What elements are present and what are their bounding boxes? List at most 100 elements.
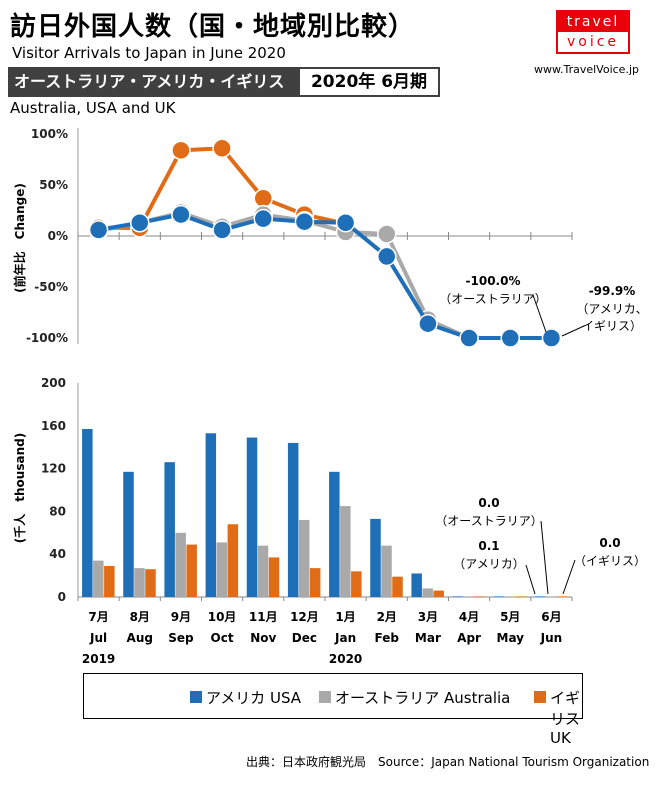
bar-x-tick-label-jp: 6月 (541, 610, 561, 624)
line-point-uk (171, 140, 191, 161)
region-label: Australia, USA and UK (10, 99, 176, 117)
line-point-usa (130, 212, 150, 233)
bar-x-tick-label-en: Jun (540, 631, 563, 645)
line-point-usa (377, 246, 397, 267)
bar-australia (175, 532, 186, 597)
site-url: www.TravelVoice.jp (534, 63, 639, 76)
bar-x-tick-label-jp: 7月 (88, 610, 108, 624)
line-y-tick-label: 0% (48, 229, 68, 243)
bar-uk (104, 565, 115, 597)
bar-uk (433, 590, 444, 597)
line-y-axis-label: (前年比 Change) (12, 183, 27, 293)
bar-x-tick-label-jp: 4月 (459, 610, 479, 624)
line-annotation-australia-pointer (532, 294, 547, 333)
bar-usa (370, 518, 381, 597)
line-point-usa (541, 328, 562, 348)
bar-australia (93, 560, 104, 597)
line-annotation-usa-uk-pointer (561, 325, 585, 337)
legend-label-australia: オーストラリア Australia (335, 689, 511, 707)
bar-uk (227, 524, 239, 597)
source-note: 出典：日本政府観光局 Source：Japan National Tourism… (246, 755, 650, 769)
bar-australia (545, 596, 557, 597)
bar-australia (504, 596, 516, 597)
bar-usa (534, 596, 546, 597)
bar-usa (164, 462, 175, 597)
bar-uk (186, 544, 197, 597)
travelvoice-logo: travel voice (556, 10, 630, 54)
bar-usa (205, 433, 217, 597)
bar-australia (463, 596, 475, 597)
bar-x-tick-label-jp: 9月 (171, 610, 191, 624)
bar-australia (381, 545, 392, 597)
line-annotation-usa-uk-value: -99.9% (589, 284, 636, 298)
bar-uk (556, 596, 568, 597)
bar-y-axis-label: (千人 thousand) (12, 433, 27, 543)
bar-x-tick-label-en: Apr (457, 631, 481, 645)
bar-x-tick-label-jp: 8月 (130, 610, 150, 624)
bar-australia (298, 519, 310, 597)
logo-bottom-text: voice (566, 34, 620, 50)
line-annotation-usa-uk-label-2: イギリス） (582, 319, 642, 333)
bar-x-tick-label-en: May (497, 631, 525, 645)
bar-year-label: 2020 (329, 652, 362, 666)
bar-x-tick-label-jp: 1月 (335, 610, 355, 624)
bar-annotation-uk-value: 0.0 (599, 536, 620, 550)
legend-label-uk: イギリス UK (550, 689, 581, 747)
bar-annotation-australia-value: 0.0 (478, 496, 499, 510)
bar-usa (82, 429, 93, 597)
bar-x-tick-label-en: Sep (168, 631, 194, 645)
bar-usa (287, 442, 299, 597)
line-point-usa (294, 211, 315, 232)
bar-uk (392, 576, 403, 597)
line-point-usa (335, 212, 356, 233)
bar-uk (515, 596, 527, 597)
line-annotation-usa-uk-label: （アメリカ、 (576, 302, 647, 316)
bar-x-tick-label-jp: 11月 (249, 610, 278, 624)
bar-annotation-usa-label: （アメリカ） (453, 557, 524, 571)
bar-usa (246, 437, 258, 597)
line-point-uk (253, 188, 273, 209)
bar-x-tick-label-jp: 2月 (377, 610, 397, 624)
line-point-usa (88, 220, 109, 240)
bar-annotation-uk-label: （イギリス） (574, 554, 646, 568)
legend-label-usa: アメリカ USA (206, 689, 302, 707)
bar-x-tick-label-jp: 5月 (500, 610, 520, 624)
bar-y-tick-label: 160 (41, 419, 66, 433)
line-point-usa (171, 204, 191, 225)
bar-annotation-usa-value: 0.1 (478, 539, 499, 553)
bar-y-tick-label: 0 (58, 590, 66, 604)
line-point-australia (377, 224, 397, 244)
bar-annotation-australia-pointer (540, 520, 549, 595)
bar-x-tick-label-jp: 3月 (418, 610, 438, 624)
bar-x-tick-label-en: Aug (127, 631, 153, 645)
bar-usa (329, 471, 340, 597)
bar-y-tick-label: 40 (49, 547, 66, 561)
line-point-usa (418, 313, 438, 334)
line-point-usa (459, 328, 479, 348)
line-point-uk (212, 138, 232, 159)
line-y-tick-label: 100% (31, 127, 68, 141)
bar-x-tick-label-jp: 12月 (290, 610, 319, 624)
bar-usa (493, 596, 505, 597)
legend: アメリカ USA オーストラリア Australia イギリス UK (83, 673, 583, 747)
line-y-tick-label: 50% (39, 178, 68, 192)
bar-australia (257, 545, 269, 597)
bar-x-tick-label-jp: 10月 (208, 610, 237, 624)
bar-x-tick-label-en: Dec (292, 631, 317, 645)
bar-year-label: 2019 (82, 652, 115, 666)
bar-annotation-usa-pointer (525, 564, 536, 595)
bar-usa (411, 573, 422, 597)
bar-uk (145, 569, 156, 597)
bar-x-tick-label-en: Jan (334, 631, 356, 645)
bar-y-tick-label: 200 (41, 376, 66, 390)
bar-australia (422, 588, 433, 597)
logo-top-text: travel (558, 12, 628, 32)
bar-annotation-uk-pointer (562, 559, 576, 595)
bar-x-tick-label-en: Oct (211, 631, 234, 645)
period-box: 2020年 6月期 (298, 67, 440, 97)
bar-annotation-australia-label: （オーストラリア） (435, 514, 542, 528)
line-point-usa (253, 208, 273, 229)
bar-usa (123, 471, 134, 597)
bar-usa (452, 596, 464, 597)
